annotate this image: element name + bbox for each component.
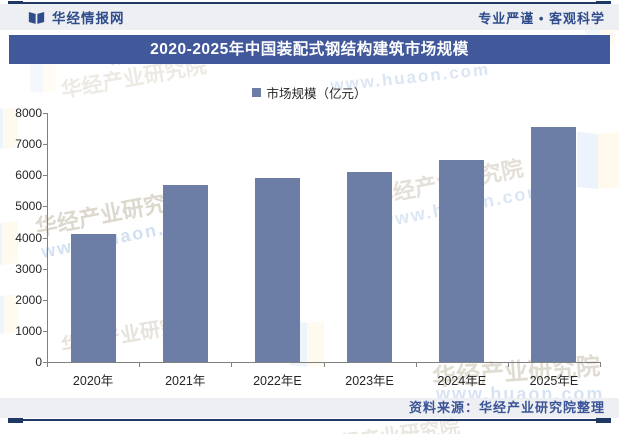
bar-2024年E bbox=[439, 159, 485, 362]
y-tick-mark bbox=[43, 113, 47, 114]
y-tick-label: 2000 bbox=[15, 292, 42, 307]
legend-swatch bbox=[252, 87, 262, 97]
x-tick-label: 2023年E bbox=[345, 374, 394, 388]
y-tick-mark bbox=[43, 268, 47, 270]
x-tick-mark bbox=[139, 363, 141, 367]
x-tick-label: 2021年 bbox=[165, 374, 206, 388]
top-rule-cap-left bbox=[8, 0, 23, 6]
x-tick-label: 2024年E bbox=[437, 374, 487, 388]
y-tick-label: 5000 bbox=[15, 199, 42, 214]
y-tick-label: 1000 bbox=[15, 323, 42, 338]
y-tick-mark bbox=[43, 237, 47, 239]
y-tick-label: 3000 bbox=[15, 261, 42, 276]
y-tick-mark bbox=[43, 144, 47, 146]
header: 华经情报网 专业严谨 • 客观科学 bbox=[0, 4, 619, 30]
bar-2020年 bbox=[70, 234, 116, 362]
y-tick-label: 6000 bbox=[15, 168, 42, 183]
x-tick-label: 2020年 bbox=[72, 374, 114, 388]
source-note: 资料来源：华经产业研究院整理 bbox=[0, 398, 619, 418]
x-tick-mark bbox=[47, 363, 48, 367]
y-tick-mark bbox=[43, 330, 47, 332]
bar-2022年E bbox=[254, 178, 300, 362]
y-tick-label: 7000 bbox=[15, 137, 42, 152]
x-tick-mark bbox=[600, 363, 601, 367]
legend-label: 市场规模（亿元） bbox=[266, 86, 367, 101]
x-tick-label: 2025年E bbox=[529, 374, 579, 388]
brand-name: 华经情报网 bbox=[52, 11, 125, 26]
y-tick-mark bbox=[43, 362, 47, 363]
bottom-rule-cap-right bbox=[596, 417, 611, 423]
chart-legend: 市场规模（亿元） bbox=[0, 84, 619, 101]
book-logo-icon bbox=[28, 11, 45, 24]
x-tick-label: 2022年E bbox=[253, 374, 302, 388]
page-title: 2020-2025年中国装配式钢结构建筑市场规模 bbox=[9, 35, 610, 64]
y-axis-line bbox=[47, 113, 48, 362]
x-tick-mark bbox=[231, 363, 233, 367]
y-tick-label: 4000 bbox=[15, 230, 42, 245]
bottom-rule bbox=[8, 417, 611, 423]
bottom-rule-cap-left bbox=[8, 417, 23, 423]
brand: 华经情报网 bbox=[28, 7, 125, 27]
x-tick-mark bbox=[507, 363, 509, 367]
x-tick-mark bbox=[415, 363, 417, 367]
y-tick-mark bbox=[43, 206, 47, 208]
y-tick-label: 0 bbox=[35, 355, 42, 369]
top-rule bbox=[8, 0, 611, 6]
header-slogan: 专业严谨 • 客观科学 bbox=[478, 10, 605, 26]
x-axis-line bbox=[47, 362, 601, 363]
bar-2023年E bbox=[347, 172, 393, 362]
bar-2025年E bbox=[531, 127, 577, 362]
y-tick-label: 8000 bbox=[15, 106, 42, 120]
bar-2021年 bbox=[162, 184, 208, 362]
x-tick-mark bbox=[323, 363, 325, 367]
y-tick-mark bbox=[43, 299, 47, 301]
y-tick-mark bbox=[43, 175, 47, 177]
top-rule-cap-right bbox=[596, 0, 611, 6]
